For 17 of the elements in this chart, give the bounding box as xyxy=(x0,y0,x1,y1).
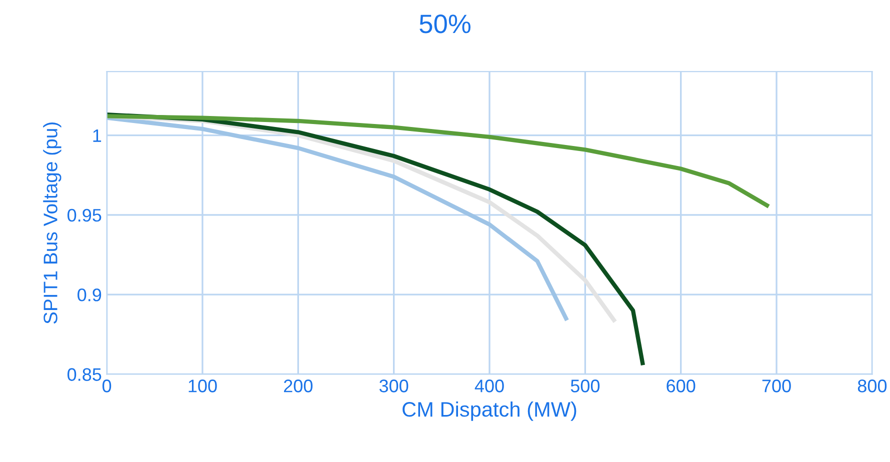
y-axis-title: SPIT1 Bus Voltage (pu) xyxy=(43,122,62,324)
y-tick-label: 0.95 xyxy=(68,208,102,222)
y-tick-label: 0.9 xyxy=(78,288,102,302)
x-tick-label: 0 xyxy=(102,380,112,392)
x-tick-label: 300 xyxy=(379,380,408,392)
line-series xyxy=(106,114,770,208)
y-tick-label: 1 xyxy=(93,129,102,142)
x-tick-label: 600 xyxy=(666,380,696,392)
chart-title: 50% xyxy=(420,14,470,34)
x-tick-label: 800 xyxy=(858,380,887,392)
x-axis-title: CM Dispatch (MW) xyxy=(402,401,576,421)
x-tick-label: 700 xyxy=(762,380,791,392)
x-tick-label: 100 xyxy=(188,380,217,392)
y-tick-label: 0.85 xyxy=(68,368,102,381)
x-tick-label: 500 xyxy=(570,380,600,392)
x-tick-label: 400 xyxy=(474,380,504,392)
x-tick-label: 200 xyxy=(284,380,313,392)
